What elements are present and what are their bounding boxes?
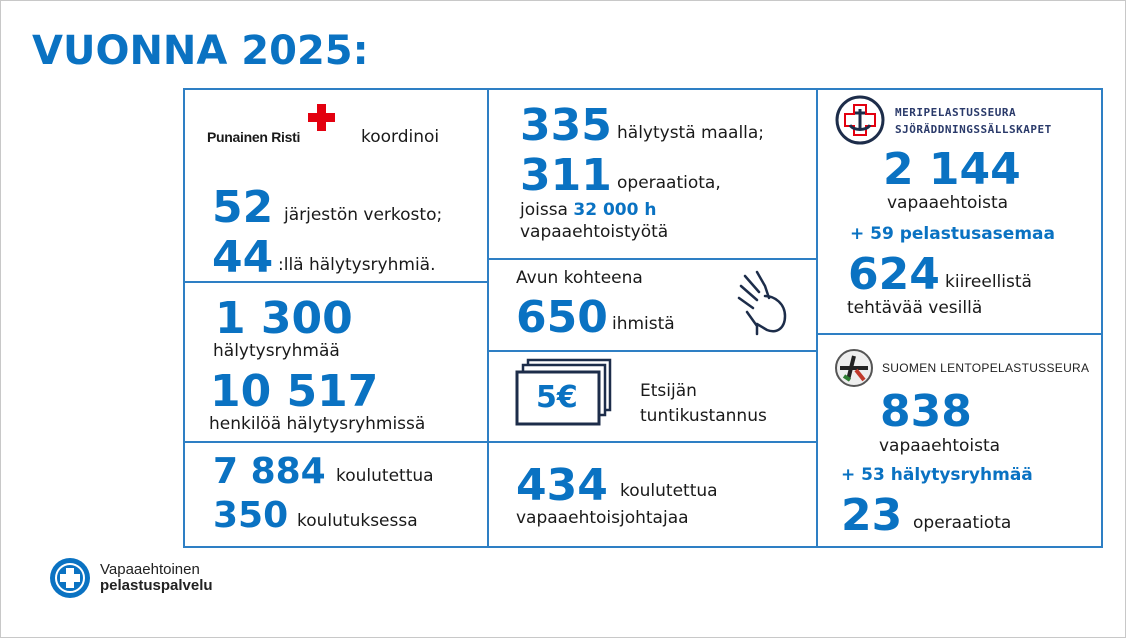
trained-label: koulutettua bbox=[336, 466, 434, 486]
leaders-label-1: koulutettua bbox=[620, 481, 718, 501]
sea-volunteers-count: 2 144 bbox=[883, 144, 1021, 195]
cost-value: 5€ bbox=[536, 380, 578, 415]
red-cross-icon bbox=[308, 104, 335, 131]
air-operations-label: operaatiota bbox=[913, 513, 1012, 533]
vapepa-logo-text-1: Vapaaehtoinen bbox=[100, 561, 200, 578]
sea-tasks-label-2: tehtävää vesillä bbox=[847, 298, 983, 318]
people-count: 10 517 bbox=[210, 366, 379, 417]
groups-count: 1 300 bbox=[215, 293, 353, 344]
alerts-label: hälytystä maalla; bbox=[617, 123, 765, 143]
alerts-count: 335 bbox=[520, 100, 612, 151]
air-rescue-logo-icon bbox=[835, 349, 873, 387]
panel-air-rescue bbox=[816, 333, 1103, 548]
hours-prefix: joissa bbox=[520, 200, 568, 220]
helped-label: Avun kohteena bbox=[516, 268, 643, 288]
helped-count: 650 bbox=[516, 292, 608, 343]
helping-hands-icon bbox=[737, 270, 787, 336]
leaders-label-2: vapaaehtoisjohtajaa bbox=[516, 508, 689, 528]
sea-rescue-logo-text-1: MERIPELASTUSSEURA bbox=[895, 106, 1017, 119]
operations-count: 311 bbox=[520, 150, 612, 201]
helped-unit: ihmistä bbox=[612, 314, 675, 334]
hours-value: 32 000 h bbox=[573, 200, 657, 220]
in-training-label: koulutuksessa bbox=[297, 511, 418, 531]
operations-label: operaatiota, bbox=[617, 173, 721, 193]
trained-count: 7 884 bbox=[213, 451, 326, 492]
cost-label-1: Etsijän bbox=[640, 381, 697, 401]
people-label: henkilöä hälytysryhmissä bbox=[209, 414, 426, 434]
coordinates-text: koordinoi bbox=[361, 127, 440, 147]
air-volunteers-label: vapaaehtoista bbox=[879, 436, 1001, 456]
vapepa-logo-icon bbox=[50, 558, 90, 598]
sea-tasks-label: kiireellistä bbox=[945, 272, 1032, 292]
org-groups-label: :llä hälytysryhmiä. bbox=[278, 255, 436, 275]
air-rescue-logo-text: SUOMEN LENTOPELASTUSSEURA bbox=[882, 361, 1090, 375]
air-groups: + 53 hälytysryhmää bbox=[841, 465, 1033, 485]
air-volunteers-count: 838 bbox=[880, 386, 972, 437]
groups-label: hälytysryhmää bbox=[213, 341, 340, 361]
org-groups-count: 44 bbox=[212, 232, 274, 283]
volunteer-work-label: vapaaehtoistyötä bbox=[520, 222, 669, 242]
sea-stations: + 59 pelastusasemaa bbox=[850, 224, 1055, 244]
sea-volunteers-label: vapaaehtoista bbox=[887, 193, 1009, 213]
sea-rescue-logo-text-2: SJÖRÄDDNINGSSÄLLSKAPET bbox=[895, 123, 1052, 136]
hours-line: joissa 32 000 h bbox=[520, 200, 656, 220]
org-label: järjestön verkosto; bbox=[284, 205, 443, 225]
cost-label-2: tuntikustannus bbox=[640, 406, 767, 426]
banknotes-icon bbox=[515, 358, 612, 426]
sea-tasks-count: 624 bbox=[848, 249, 940, 300]
page-title: VUONNA 2025: bbox=[32, 28, 369, 74]
leaders-count: 434 bbox=[516, 460, 608, 511]
vapepa-logo-text-2: pelastuspalvelu bbox=[100, 577, 213, 594]
in-training-count: 350 bbox=[213, 495, 289, 536]
org-count: 52 bbox=[212, 182, 274, 233]
red-cross-logo-text: Punainen Risti bbox=[207, 129, 301, 145]
sea-rescue-logo-icon bbox=[835, 95, 885, 145]
air-operations-count: 23 bbox=[841, 490, 903, 541]
